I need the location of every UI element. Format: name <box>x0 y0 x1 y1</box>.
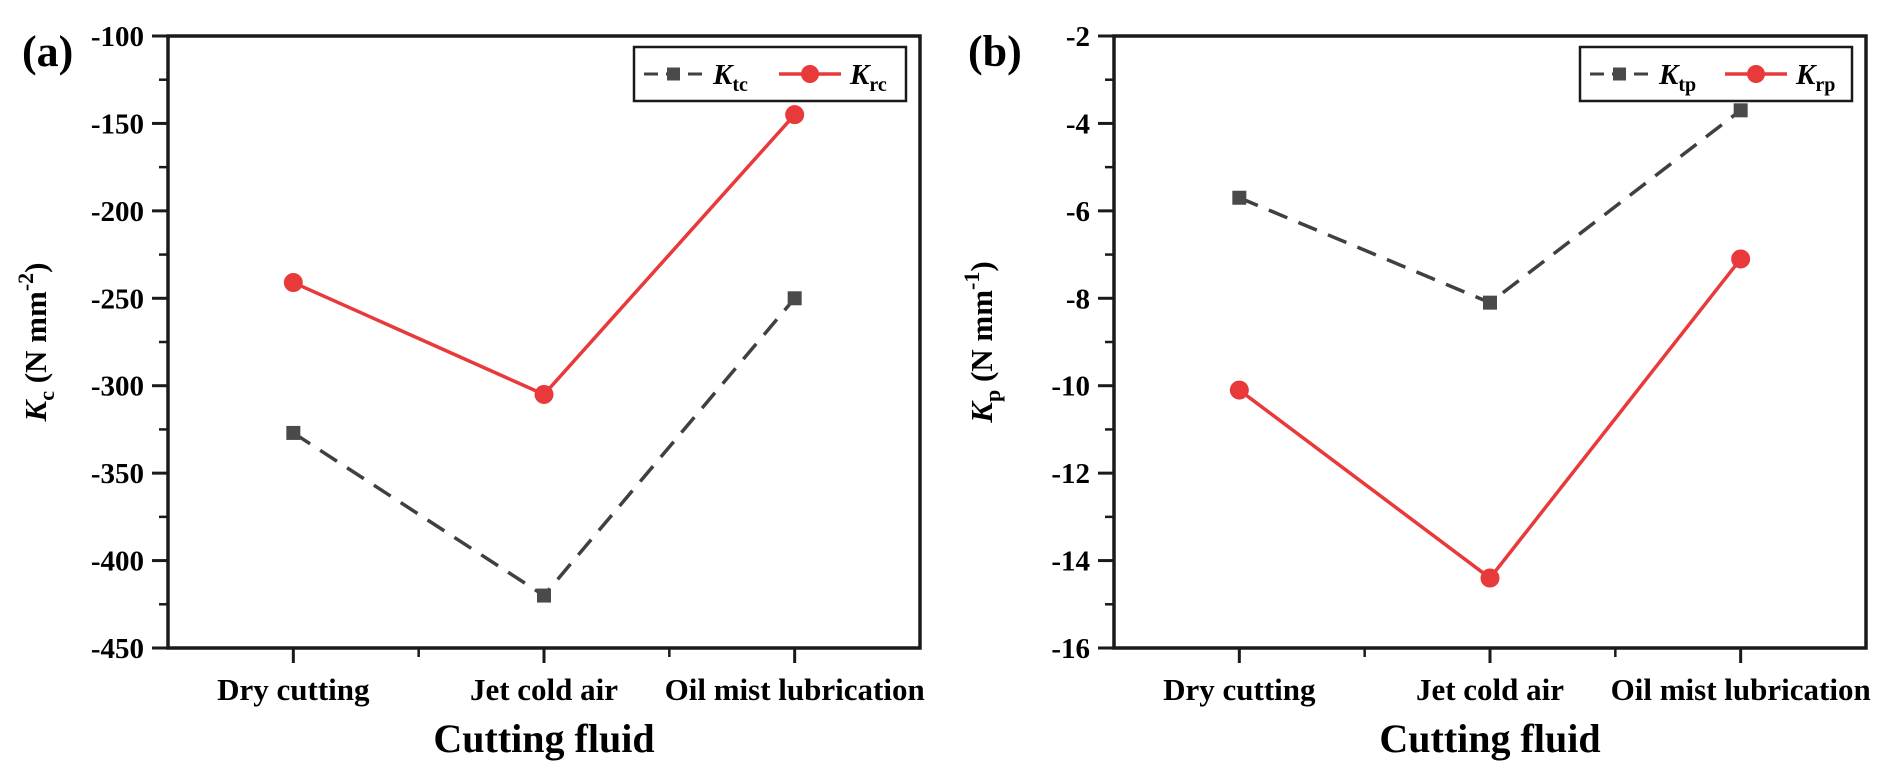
y-tick-label: -2 <box>1066 21 1090 53</box>
data-point-marker-Krp <box>1480 568 1500 588</box>
y-tick-label: -8 <box>1066 283 1090 315</box>
plot-frame <box>166 34 922 650</box>
y-axis-title: Kc (N mm-2) <box>13 263 59 423</box>
y-tick-label: -250 <box>91 283 144 315</box>
data-point-marker-Ktp <box>1483 295 1497 310</box>
y-tick-label: -12 <box>1051 458 1090 490</box>
panel-a: (a) -100 -150 -200 -250 -300 -350 -400 -450 Dry … <box>13 21 925 761</box>
plot-frame <box>1112 34 1868 650</box>
y-tick-label: -200 <box>91 196 144 228</box>
legend-marker-Ktc <box>667 67 680 81</box>
legend-label-Ktc: Ktc <box>712 59 748 96</box>
y-axis-title: Kp (N mm-1) <box>959 261 1005 423</box>
series-line-Ktp <box>1238 108 1742 305</box>
data-point-marker-Krp <box>1731 249 1751 269</box>
x-category-label: Jet cold air <box>470 672 618 707</box>
chart-b-svg: -2 -4 -6 -8 -10 -12 -14 -16 Dry cutting Jet cold … <box>959 21 1871 761</box>
series-line-Krc <box>292 113 796 397</box>
y-tick-label: -150 <box>91 108 144 140</box>
legend-label-Ktp: Ktp <box>1658 59 1696 96</box>
chart-a-svg: -100 -150 -200 -250 -300 -350 -400 -450 Dry cutt… <box>13 21 925 761</box>
x-category-label: Oil mist lubrication <box>1611 672 1871 707</box>
data-point-marker-Ktp <box>1733 103 1748 118</box>
data-point-marker-Krc <box>534 384 554 404</box>
y-tick-label: -450 <box>91 633 144 665</box>
x-category-label: Jet cold air <box>1416 672 1564 707</box>
series-line-Ktc <box>292 297 797 598</box>
y-tick-label: -400 <box>91 546 144 578</box>
legend-label-Krc: Krc <box>849 59 887 96</box>
panel-label-b: (b) <box>968 27 1022 76</box>
data-point-marker-Ktp <box>1232 190 1247 205</box>
y-tick-label: -16 <box>1051 633 1090 665</box>
legend-marker-Krp <box>1747 65 1765 83</box>
x-category-label: Dry cutting <box>217 672 370 707</box>
legend-label-Krp: Krp <box>1795 59 1835 96</box>
y-tick-label: -6 <box>1066 196 1090 228</box>
y-tick-label: -300 <box>91 371 144 403</box>
data-point-marker-Krp <box>1229 380 1249 400</box>
data-point-marker-Krc <box>785 105 805 125</box>
panel-label-a: (a) <box>22 27 74 76</box>
x-axis-title: Cutting fluid <box>433 716 654 761</box>
data-point-marker-Ktc <box>787 291 802 306</box>
data-point-marker-Ktc <box>286 425 301 440</box>
x-axis-title: Cutting fluid <box>1379 716 1600 761</box>
data-point-marker-Krc <box>283 273 303 293</box>
y-tick-label: -100 <box>91 21 144 53</box>
y-tick-label: -4 <box>1066 108 1090 140</box>
legend-marker-Krc <box>801 65 819 83</box>
x-category-label: Dry cutting <box>1163 672 1316 707</box>
y-tick-label: -14 <box>1051 546 1090 578</box>
data-point-marker-Ktc <box>537 588 551 603</box>
y-tick-label: -10 <box>1051 371 1090 403</box>
panel-b: (b) -2 -4 -6 -8 -10 -12 -14 -16 Dry cutting Jet c… <box>946 0 1892 780</box>
x-category-label: Oil mist lubrication <box>665 672 925 707</box>
y-tick-label: -350 <box>91 458 144 490</box>
legend-marker-Ktp <box>1613 67 1626 81</box>
